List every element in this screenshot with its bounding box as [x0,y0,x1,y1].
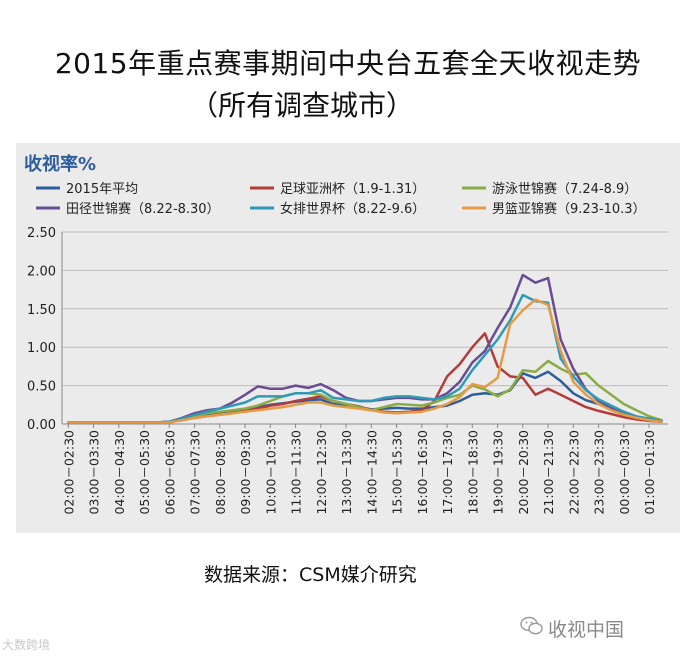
x-tick-label: 16:00－16:30 [415,430,430,515]
x-tick-label: 19:00－19:30 [491,430,506,515]
x-tick-label: 02:00－02:30 [61,430,76,515]
y-tick-label: 0.00 [27,418,56,433]
x-tick-label: 06:00－06:30 [162,430,177,515]
legend-label: 男篮亚锦赛（9.23-10.3） [492,201,646,217]
chart-title-line1: 2015年重点赛事期间中央台五套全天收视走势 [54,47,642,80]
x-tick-label: 03:00－03:30 [87,430,102,515]
legend: 2015年平均 足球亚洲杯（1.9-1.31） 游泳世锦赛（7.24-8.9） 田径世… [36,181,646,217]
x-tick-label: 13:00－13:30 [339,430,354,515]
y-tick-label: 2.00 [27,264,56,279]
x-tick-label: 00:00－00:30 [617,430,632,515]
x-tick-label: 11:00－11:30 [289,430,304,515]
axes: 0.00 0.50 1.00 1.50 2.00 2.50 02:00－02:30 03:00… [27,226,668,515]
x-tick-label: 04:00－04:30 [112,430,127,515]
x-tick-label: 18:00－18:30 [465,430,480,515]
x-tick-label: 10:00－10:30 [263,430,278,515]
legend-label: 游泳世锦赛（7.24-8.9） [492,181,637,197]
x-tick-label: 07:00－07:30 [188,430,203,515]
x-tick-label: 01:00－01:30 [642,430,657,515]
legend-label: 田径世锦赛（8.22-8.30） [66,201,220,217]
series-layer [67,273,663,424]
x-tick-label: 14:00－14:30 [364,430,379,515]
y-tick-label: 2.50 [27,226,56,241]
x-tick-label: 08:00－08:30 [213,430,228,515]
y-tick-label: 0.50 [27,380,56,395]
chart-panel [16,143,680,533]
x-tick-label: 22:00－22:30 [566,430,581,515]
x-tick-label: 05:00－05:30 [137,430,152,515]
x-tick-label: 17:00－17:30 [440,430,455,515]
data-source-note: 数据来源：CSM媒介研究 [204,564,417,586]
series-line-5 [67,293,663,424]
y-tick-label: 1.00 [27,341,56,356]
x-tick-label: 15:00－15:30 [390,430,405,515]
x-tick-label: 20:00－20:30 [516,430,531,515]
legend-label: 2015年平均 [66,182,138,197]
watermark-left: 大数跨境 [2,638,51,652]
x-tick-label: 12:00－12:30 [314,430,329,515]
x-tick-label: 23:00－23:30 [592,430,607,515]
grid-lines [62,231,668,387]
y-tick-label: 1.50 [27,303,56,318]
chart-title-line2: （所有调查城市） [190,89,415,122]
x-tick-label: 09:00－09:30 [238,430,253,515]
legend-label: 女排世界杯（8.22-9.6） [280,201,425,217]
wechat-icon [520,616,543,635]
y-axis-label: 收视率% [24,153,96,175]
x-tick-label: 21:00－21:30 [541,430,556,515]
series-line-6 [67,298,663,424]
watermark-right: 收视中国 [548,619,625,641]
legend-label: 足球亚洲杯（1.9-1.31） [280,182,425,197]
